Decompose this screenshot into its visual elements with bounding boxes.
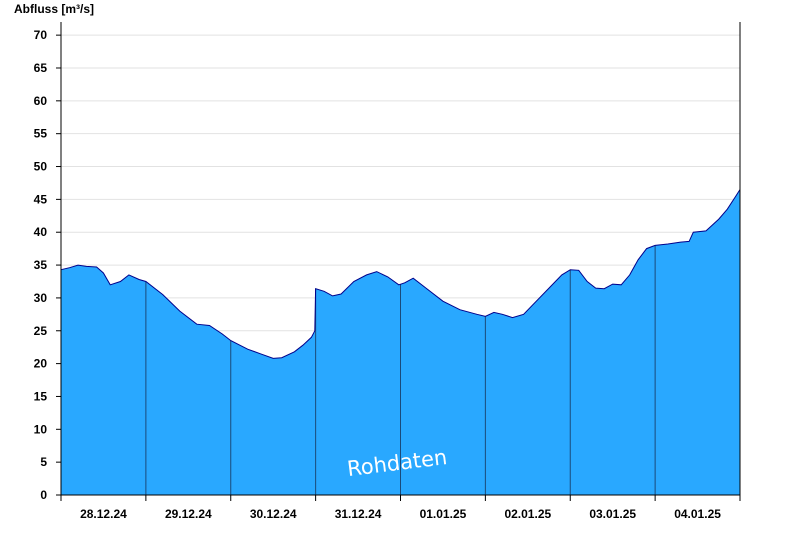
x-tick-label: 02.01.25 [504, 507, 551, 521]
x-tick-label: 04.01.25 [674, 507, 721, 521]
y-tick-label: 40 [34, 225, 48, 239]
y-tick-label: 50 [34, 160, 48, 174]
y-tick-label: 60 [34, 94, 48, 108]
y-tick-label: 25 [34, 324, 48, 338]
y-axis-ticks: 0 5 10 15 20 25 30 35 40 45 50 55 60 65 70 [34, 28, 61, 502]
y-tick-label: 5 [40, 455, 47, 469]
x-tick-label: 30.12.24 [250, 507, 297, 521]
y-tick-label: 45 [34, 192, 48, 206]
x-tick-label: 28.12.24 [80, 507, 127, 521]
y-tick-label: 10 [34, 422, 48, 436]
x-tick-label: 01.01.25 [420, 507, 467, 521]
day-dividers [145, 245, 656, 495]
y-tick-label: 70 [34, 28, 48, 42]
y-tick-label: 65 [34, 61, 48, 75]
y-tick-label: 35 [34, 258, 48, 272]
x-tick-label: 03.01.25 [589, 507, 636, 521]
x-tick-label: 31.12.24 [335, 507, 382, 521]
y-tick-label: 20 [34, 357, 48, 371]
y-axis-title: Abfluss [m³/s] [14, 2, 94, 16]
y-tick-label: 55 [34, 127, 48, 141]
x-axis-ticks: 28.12.24 29.12.24 30.12.24 31.12.24 01.01.25… [60, 495, 741, 521]
x-tick-label: 29.12.24 [165, 507, 212, 521]
discharge-line [60, 189, 741, 359]
y-tick-label: 15 [34, 389, 48, 403]
y-tick-label: 30 [34, 291, 48, 305]
y-tick-label: 0 [40, 488, 47, 502]
